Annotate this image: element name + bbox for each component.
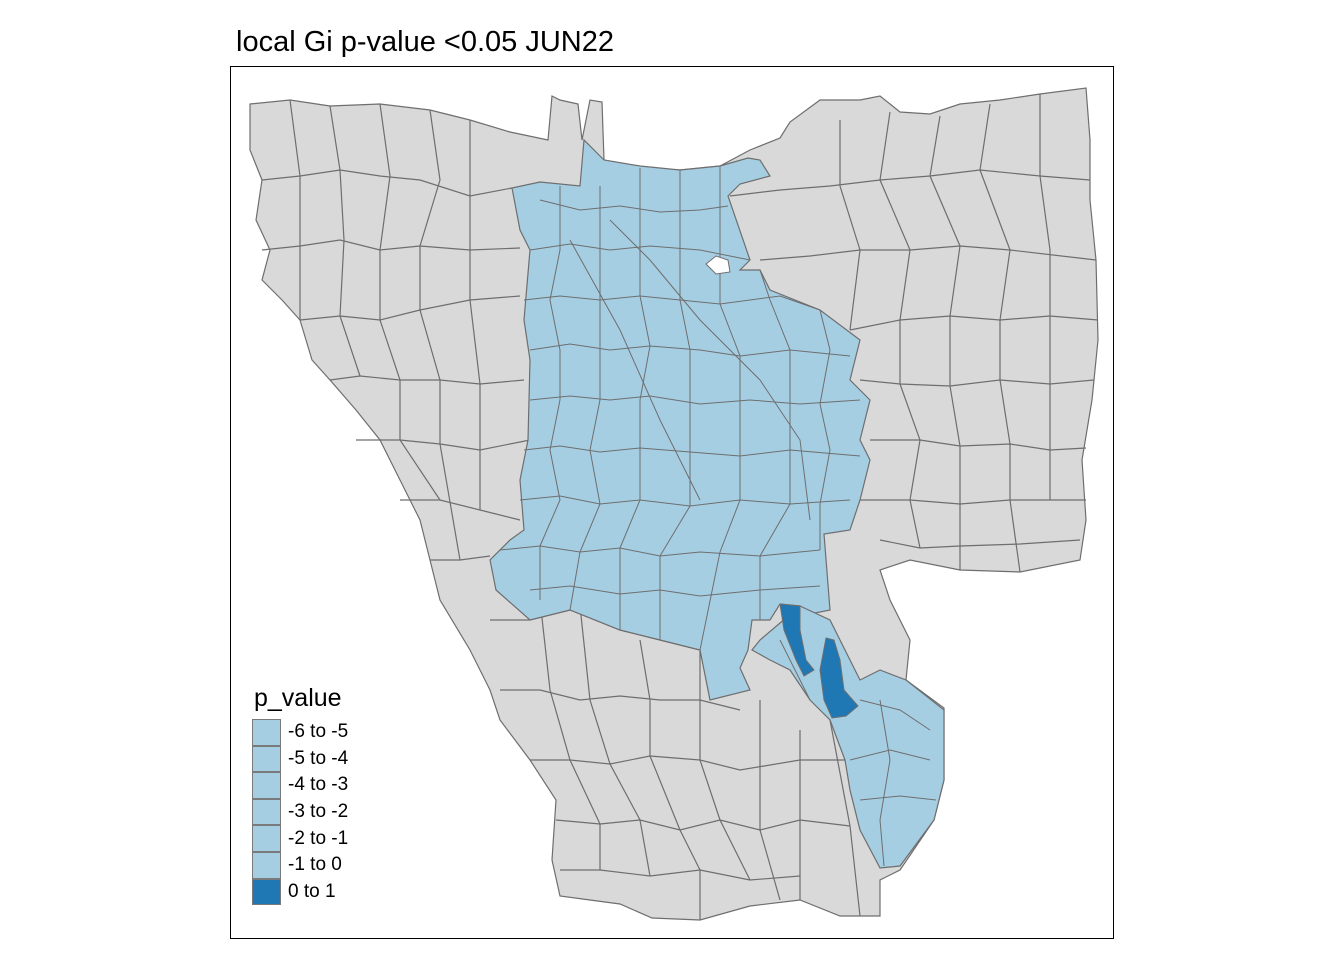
light-blue-region [489,138,945,869]
dark-blue-district-west [779,603,815,677]
legend-swatch [252,719,281,746]
legend-label: -2 to -1 [288,827,349,849]
legend-label: -1 to 0 [288,854,342,876]
south-light-blue-area [751,605,945,869]
water-inlet [705,255,731,275]
map-title: local Gi p-value <0.05 JUN22 [236,26,615,58]
legend-swatch [252,878,281,906]
legend-item: -3 to -2 [252,798,349,826]
legend-label: -5 to -4 [288,747,349,769]
legend-swatch [252,745,281,773]
legend-label: -6 to -5 [288,721,349,743]
legend-swatch [252,798,281,826]
legend-swatch [252,772,281,799]
legend-item: -1 to 0 [252,851,348,879]
legend-item: -2 to -1 [252,825,348,852]
legend-item: -5 to -4 [252,745,349,773]
legend: p_value -6 to -5 -5 to -4 -4 to -3 -3 to -2… [252,684,349,906]
legend-items: -6 to -5 -5 to -4 -4 to -3 -3 to -2 -2 to -1… [252,719,349,906]
legend-title: p_value [254,684,342,712]
legend-swatch [252,851,281,879]
gray-district-lines [261,94,1099,920]
legend-label: -4 to -3 [288,774,349,796]
legend-label: 0 to 1 [288,880,336,902]
legend-label: -3 to -2 [288,801,349,823]
legend-item: -4 to -3 [252,772,348,799]
legend-item: 0 to 1 [252,878,348,906]
dark-blue-district-east [819,637,859,719]
dark-blue-region [779,603,859,719]
legend-item: -6 to -5 [252,719,348,746]
legend-swatch [252,825,281,852]
